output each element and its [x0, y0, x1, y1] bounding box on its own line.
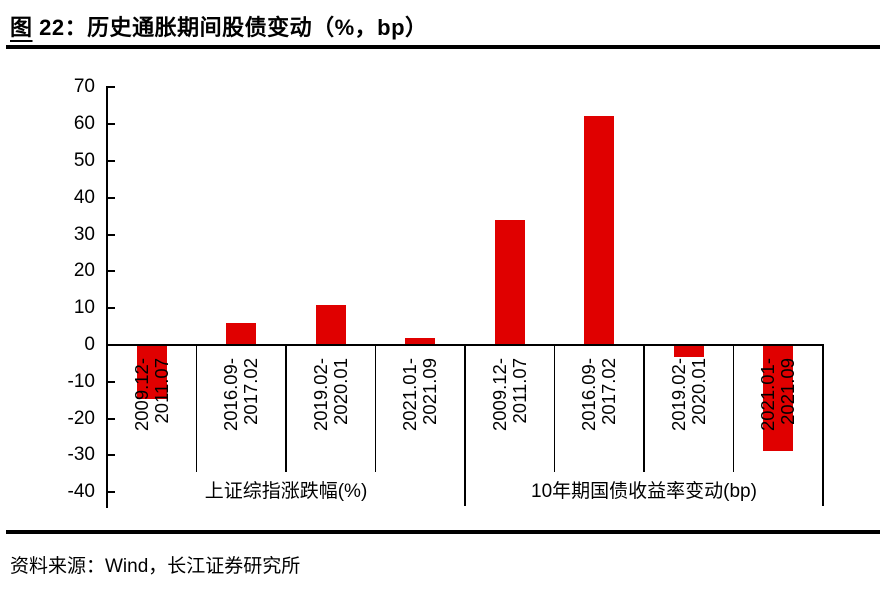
category-separator-line	[285, 344, 287, 472]
y-axis-tick-label: 60	[73, 113, 95, 135]
title-rule	[6, 45, 880, 49]
y-axis-tick	[107, 270, 115, 273]
y-axis-tick	[107, 86, 115, 89]
y-axis-tick-label: 50	[73, 149, 95, 171]
y-axis-tick-label: 10	[73, 297, 95, 319]
category-separator-line	[643, 344, 645, 472]
y-axis-tick-label: 30	[73, 223, 95, 245]
category-separator-line	[374, 344, 377, 472]
y-axis-tick	[107, 454, 115, 457]
category-label: 2009.12- 2011.07	[130, 358, 172, 432]
plot-right-edge-line	[821, 344, 824, 506]
y-axis-tick	[107, 123, 115, 126]
y-axis-tick	[107, 307, 115, 310]
y-axis-tick	[107, 417, 115, 420]
category-label: 2019.02- 2020.01	[309, 358, 351, 432]
bar	[494, 219, 525, 344]
figure-title-text: 22：历史通胀期间股债变动（%，bp）	[32, 15, 428, 40]
bar	[763, 346, 794, 451]
y-axis-tick	[107, 380, 115, 383]
group-axis-label: 10年期国债收益率变动(bp)	[531, 481, 757, 502]
figure-title: 图 22：历史通胀期间股债变动（%，bp）	[10, 10, 428, 42]
y-axis-tick-label: 70	[73, 76, 95, 98]
y-axis-tick	[107, 159, 115, 162]
category-separator-line	[732, 344, 735, 472]
category-label: 2019.02- 2020.01	[667, 358, 709, 432]
category-label: 2021.01- 2021.09	[399, 358, 441, 432]
y-axis-line	[106, 86, 108, 508]
category-label: 2021.01- 2021.09	[757, 358, 799, 432]
bar	[136, 346, 167, 399]
y-axis-tick	[107, 196, 115, 199]
y-axis-tick-label: 20	[73, 260, 95, 282]
y-axis-tick	[107, 233, 115, 236]
bar	[405, 338, 436, 344]
group-divider-line	[464, 344, 466, 506]
category-label: 2016.09- 2017.02	[578, 358, 620, 432]
y-axis-tick-label: -30	[67, 444, 95, 466]
source-note: 资料来源：Wind，长江证券研究所	[10, 556, 301, 577]
y-axis-tick	[107, 491, 115, 494]
y-axis-tick-label: -20	[67, 407, 95, 429]
category-label: 2016.09- 2017.02	[220, 358, 262, 432]
y-axis-tick-label: 40	[73, 186, 95, 208]
group-axis-label: 上证综指涨跌幅(%)	[204, 481, 368, 502]
y-axis-tick-label: 0	[84, 334, 95, 355]
bar	[315, 304, 346, 344]
y-axis-tick-label: -10	[67, 370, 95, 392]
bottom-rule	[6, 530, 880, 534]
bar	[673, 346, 704, 358]
figure-title-prefix: 图	[10, 15, 33, 40]
category-separator-line	[195, 344, 198, 472]
category-label: 2009.12- 2011.07	[488, 358, 530, 432]
bar	[226, 323, 257, 344]
bar	[584, 115, 615, 344]
y-axis-tick-label: -40	[67, 481, 95, 503]
category-separator-line	[553, 344, 556, 472]
